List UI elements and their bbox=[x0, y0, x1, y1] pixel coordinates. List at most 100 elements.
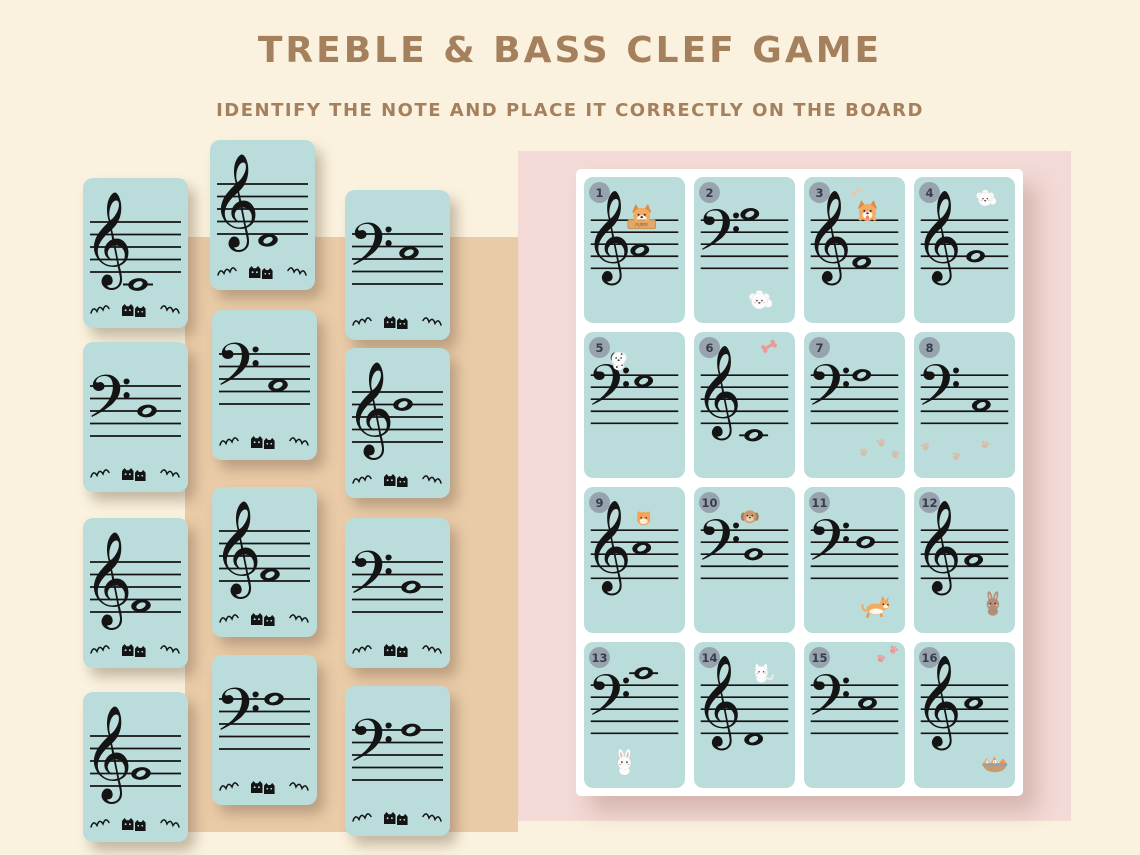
board-cell[interactable]: 16 𝄞 bbox=[914, 642, 1015, 788]
cats-decoration bbox=[217, 266, 307, 280]
board-cell[interactable]: 13 𝄢 bbox=[584, 642, 685, 788]
note-card[interactable]: 𝄞 bbox=[83, 518, 188, 668]
whole-note bbox=[744, 548, 764, 561]
bass-clef-staff: 𝄢 bbox=[86, 362, 181, 482]
cell-number-badge: 10 bbox=[699, 492, 720, 513]
cats-decoration bbox=[90, 644, 180, 658]
note-card[interactable]: 𝄞 bbox=[212, 487, 317, 637]
board-cell[interactable]: 11 𝄢 bbox=[804, 487, 905, 633]
bass-clef-icon: 𝄢 bbox=[587, 664, 632, 744]
board-cell[interactable]: 15 𝄢 bbox=[804, 642, 905, 788]
treble-clef-staff: 𝄞 bbox=[915, 500, 1009, 616]
running-corgi-sticker bbox=[861, 596, 890, 618]
note-card[interactable]: 𝄢 bbox=[83, 342, 188, 492]
cats-decoration bbox=[352, 474, 442, 488]
whole-note bbox=[856, 536, 875, 549]
board-cell[interactable]: 5 𝄢 bbox=[584, 332, 685, 478]
treble-clef-staff: 𝄞 bbox=[695, 655, 789, 751]
bass-clef-icon: 𝄢 bbox=[86, 362, 132, 446]
treble-clef-icon: 𝄞 bbox=[585, 190, 632, 286]
bass-clef-icon: 𝄢 bbox=[697, 199, 742, 279]
whole-note bbox=[401, 580, 421, 594]
peeking-hamster-sticker bbox=[636, 511, 651, 526]
cell-number-badge: 3 bbox=[809, 182, 830, 203]
whole-note bbox=[966, 250, 985, 263]
whole-note bbox=[852, 369, 872, 382]
whole-note bbox=[630, 244, 650, 257]
note-card[interactable]: 𝄢 bbox=[212, 655, 317, 805]
board-cell[interactable]: 1 𝄞 PUPPY bbox=[584, 177, 685, 323]
whole-note bbox=[258, 233, 278, 247]
board-cell[interactable]: 7 𝄢 bbox=[804, 332, 905, 478]
whole-note bbox=[740, 208, 760, 221]
note-card[interactable]: 𝄞 bbox=[210, 140, 315, 290]
cats-decoration bbox=[352, 812, 442, 826]
whole-note bbox=[852, 256, 872, 269]
board-cell[interactable]: 2 𝄢 bbox=[694, 177, 795, 323]
bass-clef-icon: 𝄢 bbox=[348, 538, 394, 622]
cats-decoration bbox=[219, 781, 309, 795]
pink-paw-prints-sticker bbox=[877, 654, 886, 663]
treble-clef-icon: 𝄞 bbox=[695, 345, 742, 441]
cell-number-badge: 2 bbox=[699, 182, 720, 203]
board-cell[interactable]: 8 𝄢 bbox=[914, 332, 1015, 478]
whole-note bbox=[128, 278, 148, 291]
board-cell[interactable]: 10 𝄢 bbox=[694, 487, 795, 633]
bass-clef-staff: 𝄢 bbox=[348, 706, 443, 826]
treble-clef-staff: 𝄞 bbox=[915, 190, 1009, 286]
board-cell[interactable]: 6 𝄞 bbox=[694, 332, 795, 478]
whole-note bbox=[131, 599, 151, 613]
note-card[interactable]: 𝄞 bbox=[345, 348, 450, 498]
whole-note bbox=[634, 667, 654, 680]
treble-clef-icon: 𝄞 bbox=[213, 500, 261, 599]
paw-prints-sticker bbox=[892, 450, 900, 458]
treble-clef-icon: 𝄞 bbox=[346, 361, 394, 460]
board-cell[interactable]: 3 𝄞 bbox=[804, 177, 905, 323]
cell-number-badge: 16 bbox=[919, 647, 940, 668]
bass-clef-icon: 𝄢 bbox=[348, 210, 394, 294]
treble-clef-staff: 𝄞 bbox=[805, 187, 899, 286]
cell-number-badge: 6 bbox=[699, 337, 720, 358]
note-card[interactable]: 𝄞 bbox=[83, 178, 188, 328]
bass-clef-icon: 𝄢 bbox=[587, 354, 632, 434]
board-cell[interactable]: 12 𝄞 bbox=[914, 487, 1015, 633]
whole-note bbox=[632, 542, 652, 555]
bass-clef-staff: 𝄢 bbox=[917, 354, 1009, 460]
note-card[interactable]: 𝄢 bbox=[345, 518, 450, 668]
cell-number-badge: 5 bbox=[589, 337, 610, 358]
bass-clef-staff: 𝄢 bbox=[697, 199, 789, 310]
dalmatian-puppy-sticker bbox=[610, 351, 627, 371]
bass-clef-staff: 𝄢 bbox=[587, 351, 679, 434]
cats-decoration bbox=[219, 613, 309, 627]
corgi-with-bone-sticker bbox=[851, 187, 878, 222]
cats-decoration bbox=[219, 436, 309, 450]
whole-note bbox=[260, 568, 280, 582]
page-subtitle: IDENTIFY THE NOTE AND PLACE IT CORRECTLY… bbox=[216, 100, 924, 121]
paw-prints-sticker bbox=[860, 448, 868, 457]
board-cell[interactable]: 4 𝄞 bbox=[914, 177, 1015, 323]
page-title: TREBLE & BASS CLEF GAME bbox=[257, 30, 883, 71]
whole-note bbox=[744, 429, 764, 442]
cell-number-badge: 1 bbox=[589, 182, 610, 203]
cell-number-badge: 4 bbox=[919, 182, 940, 203]
note-card[interactable]: 𝄢 bbox=[345, 686, 450, 836]
bass-clef-staff: 𝄢 bbox=[215, 330, 310, 450]
note-card[interactable]: 𝄞 bbox=[83, 692, 188, 842]
treble-clef-icon: 𝄞 bbox=[84, 531, 132, 630]
cats-decoration bbox=[90, 468, 180, 482]
board-cell[interactable]: 14 𝄞 bbox=[694, 642, 795, 788]
note-card[interactable]: 𝄢 bbox=[212, 310, 317, 460]
treble-clef-staff: 𝄞 bbox=[84, 705, 181, 832]
whole-note bbox=[744, 733, 764, 746]
cell-number-badge: 12 bbox=[919, 492, 940, 513]
bass-clef-staff: 𝄢 bbox=[587, 664, 679, 776]
cell-number-badge: 8 bbox=[919, 337, 940, 358]
treble-clef-icon: 𝄞 bbox=[805, 190, 852, 286]
bass-clef-staff: 𝄢 bbox=[807, 509, 899, 618]
note-card[interactable]: 𝄢 bbox=[345, 190, 450, 340]
board-cell[interactable]: 9 𝄞 bbox=[584, 487, 685, 633]
whole-note bbox=[393, 398, 413, 411]
whole-note bbox=[137, 404, 157, 418]
bass-clef-icon: 𝄢 bbox=[917, 354, 962, 434]
treble-clef-icon: 𝄞 bbox=[915, 190, 962, 286]
